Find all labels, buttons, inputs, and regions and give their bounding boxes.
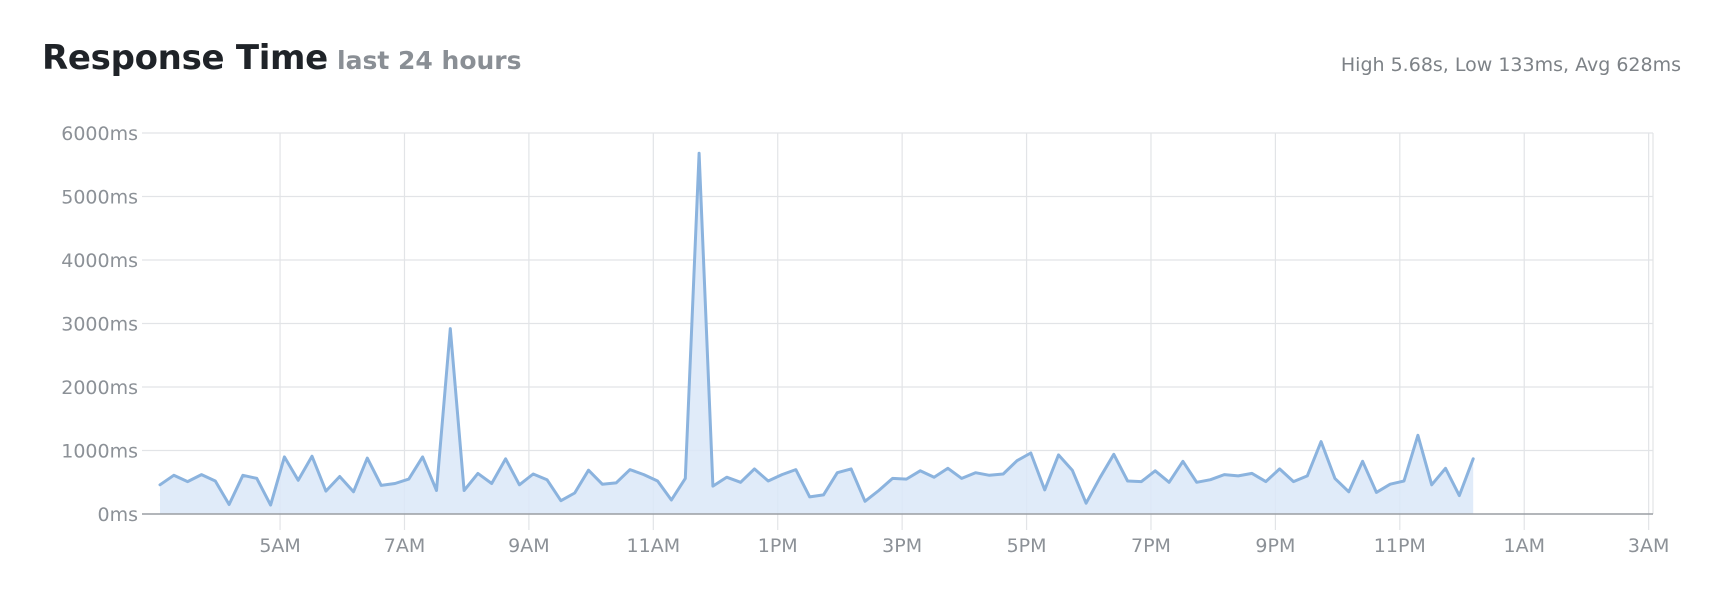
- grid-lines: [142, 132, 1654, 530]
- x-tick-label: 11AM: [627, 535, 681, 557]
- x-tick-label: 7PM: [1131, 535, 1171, 557]
- x-tick-label: 5PM: [1007, 535, 1047, 557]
- y-tick-label: 6000ms: [61, 123, 138, 145]
- y-tick-label: 1000ms: [61, 441, 138, 463]
- x-tick-label: 7AM: [384, 535, 425, 557]
- area-series: [158, 151, 1475, 515]
- x-tick-label: 3PM: [882, 535, 922, 557]
- x-tick-label: 11PM: [1374, 535, 1426, 557]
- x-tick-label: 3AM: [1628, 535, 1669, 557]
- x-tick-label: 9AM: [508, 535, 549, 557]
- y-tick-label: 5000ms: [61, 187, 138, 209]
- x-tick-label: 1PM: [758, 535, 798, 557]
- y-axis-labels: 0ms 1000ms 2000ms 3000ms 4000ms 5000ms 6000ms: [61, 123, 138, 526]
- chart-header: Response Time last 24 hours: [42, 38, 522, 78]
- chart-stats: High 5.68s, Low 133ms, Avg 628ms: [1340, 54, 1681, 76]
- chart-title: Response Time: [42, 38, 328, 78]
- x-tick-label: 1AM: [1503, 535, 1544, 557]
- y-tick-label: 0ms: [98, 504, 139, 526]
- chart-subtitle: last 24 hours: [337, 46, 522, 75]
- series-line: [158, 151, 1475, 507]
- x-tick-label: 9PM: [1255, 535, 1295, 557]
- y-tick-label: 2000ms: [61, 377, 138, 399]
- series-area-fill: [160, 153, 1474, 515]
- y-tick-label: 3000ms: [61, 314, 138, 336]
- x-tick-label: 5AM: [259, 535, 300, 557]
- x-axis-labels: 5AM 7AM 9AM 11AM 1PM 3PM 5PM 7PM 9PM 11PM 1AM 3AM: [259, 535, 1669, 557]
- y-tick-label: 4000ms: [61, 250, 138, 272]
